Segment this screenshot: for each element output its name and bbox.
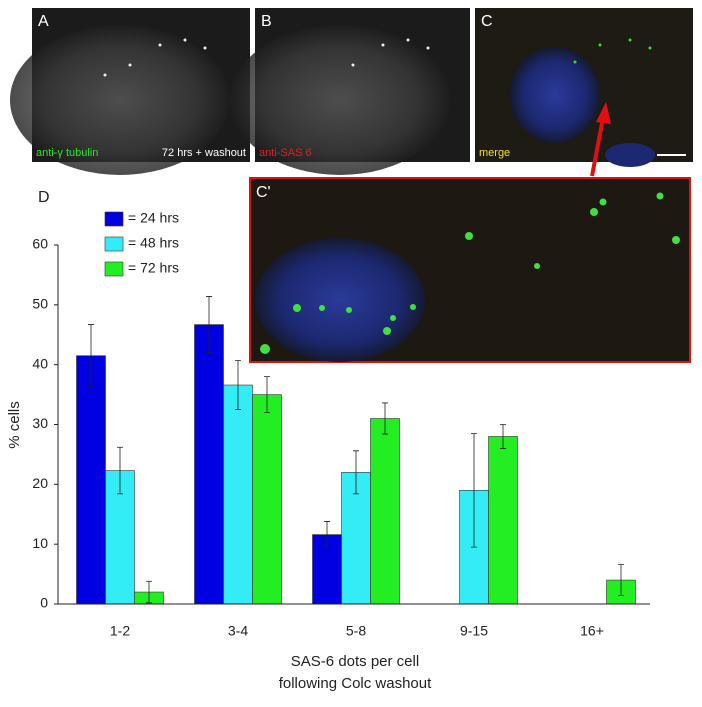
legend-swatch [104, 211, 124, 227]
cell [230, 25, 450, 175]
y-tick-label: 30 [32, 415, 48, 431]
legend-swatch [104, 236, 124, 252]
nucleus [510, 47, 600, 143]
legend-swatch [104, 261, 124, 277]
arrow [590, 117, 605, 177]
error-bar [353, 450, 359, 495]
y-tick-label: 60 [32, 236, 48, 252]
error-bar [471, 433, 477, 548]
y-tick-label: 50 [32, 296, 48, 312]
error-bar [500, 424, 506, 449]
nucleus [255, 238, 425, 362]
y-axis-label: % cells [6, 401, 23, 449]
y-tick-label: 20 [32, 475, 48, 491]
micrographs: A anti-γ tubulin 72 hrs + washout B anti… [10, 8, 693, 363]
y-tick-label: 0 [40, 595, 48, 611]
x-tick-label: 16+ [580, 623, 604, 639]
stain-label: anti-γ tubulin [36, 147, 98, 159]
bar [370, 418, 400, 605]
dots [260, 192, 680, 354]
legend-label: = 48 hrs [128, 235, 179, 251]
legend-label: = 24 hrs [128, 210, 179, 226]
dots [351, 38, 430, 67]
x-axis-label: following Colc washout [279, 675, 432, 692]
bar [488, 436, 518, 605]
error-bar [324, 521, 330, 549]
x-tick-label: 3-4 [228, 623, 248, 639]
y-tick-label: 10 [32, 535, 48, 551]
bar [223, 384, 253, 605]
bar [252, 394, 282, 605]
stain-label: anti-SAS 6 [259, 147, 312, 159]
error-bar [88, 324, 94, 388]
x-tick-label: 5-8 [346, 623, 366, 639]
bar [194, 324, 224, 605]
error-bar [618, 564, 624, 597]
bar-chart: D 0 10 20 30 40 50 60 % cells SAS-6 dots per cell… [6, 189, 650, 692]
arrow-head [596, 102, 611, 124]
error-bar [146, 580, 152, 604]
panel-letter: C [481, 13, 493, 30]
x-tick-label: 1-2 [110, 623, 130, 639]
nucleus [605, 143, 655, 167]
error-bar [206, 296, 212, 354]
panel-letter: C' [256, 184, 271, 201]
error-bar [235, 360, 241, 410]
x-tick-label: 9-15 [460, 623, 488, 639]
time-label: 72 hrs + washout [162, 147, 246, 159]
error-bar [117, 446, 123, 495]
cell [10, 25, 230, 175]
error-bar [264, 376, 270, 413]
panel-letter: D [38, 189, 50, 206]
legend-label: = 72 hrs [128, 260, 179, 276]
bar [76, 355, 106, 605]
y-tick-label: 40 [32, 355, 48, 371]
x-axis-label: SAS-6 dots per cell [291, 653, 419, 670]
stain-label: merge [479, 147, 510, 159]
panel-letter: A [38, 13, 49, 30]
error-bar [382, 402, 388, 435]
dots [573, 38, 652, 64]
panel-letter: B [261, 13, 272, 30]
dots [103, 38, 207, 77]
